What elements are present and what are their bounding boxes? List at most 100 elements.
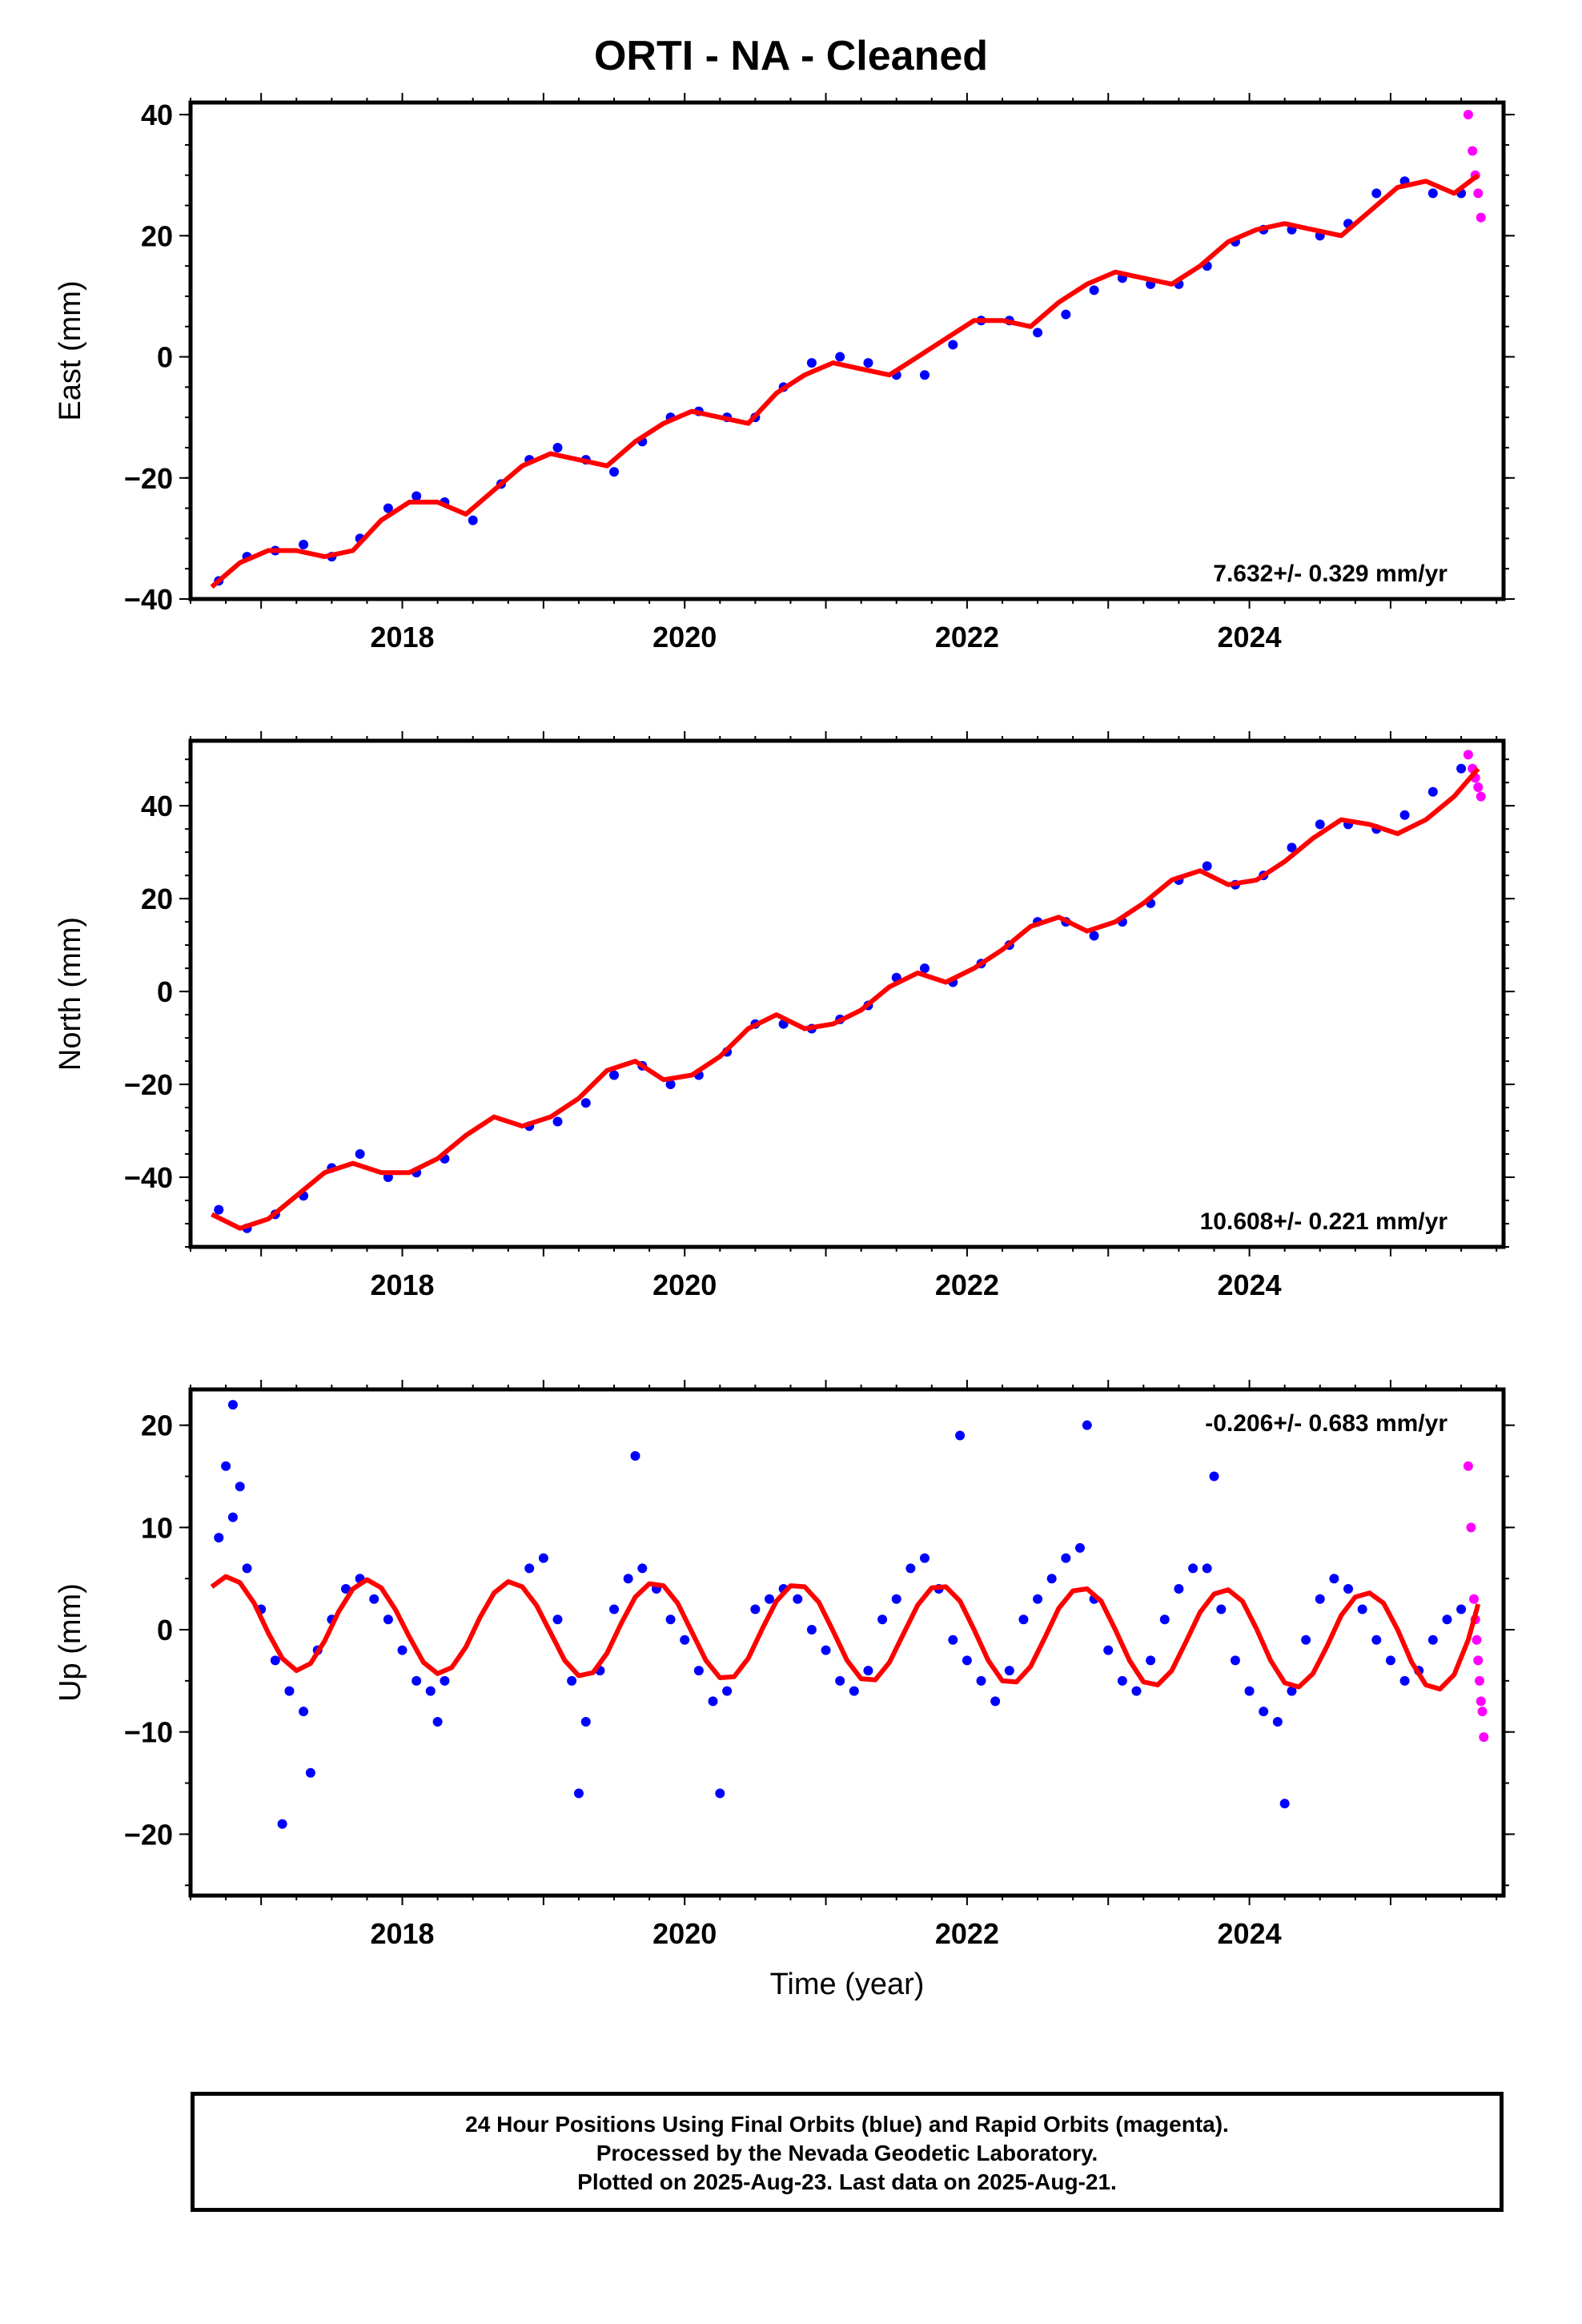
- data-layer: [211, 750, 1486, 1233]
- final-orbit-point: [750, 1604, 761, 1614]
- final-orbit-point: [609, 467, 620, 477]
- final-orbit-point: [919, 1553, 930, 1563]
- rapid-orbit-point: [1463, 1461, 1473, 1471]
- final-orbit-point: [1385, 1655, 1395, 1666]
- final-orbit-point: [538, 1553, 548, 1563]
- y-tick-label: 20: [141, 219, 173, 252]
- y-tick-label: 0: [157, 1614, 173, 1647]
- rate-label: -0.206+/- 0.683 mm/yr: [1205, 1410, 1447, 1437]
- final-orbit-point: [708, 1696, 718, 1707]
- x-tick-label: 2018: [370, 1269, 434, 1301]
- final-orbit-point: [277, 1819, 287, 1829]
- final-orbit-point: [1146, 1655, 1156, 1666]
- final-orbit-point: [1089, 931, 1099, 941]
- final-orbit-point: [524, 1563, 535, 1574]
- final-orbit-point: [1159, 1614, 1170, 1625]
- final-orbit-point: [412, 1675, 422, 1686]
- final-orbit-point: [849, 1686, 859, 1696]
- panel-1: 2018 2020 2022 2024 −40 −20 0 20 40 East (mm) 7.63…: [54, 93, 1515, 653]
- rapid-orbit-point: [1468, 146, 1478, 156]
- final-orbit-point: [990, 1696, 1001, 1707]
- final-orbit-point: [1357, 1604, 1367, 1614]
- final-orbit-point: [715, 1788, 725, 1799]
- final-orbit-point: [397, 1645, 408, 1655]
- final-orbit-point: [793, 1594, 803, 1604]
- final-orbit-point: [835, 352, 845, 362]
- y-tick-label: −40: [124, 1161, 173, 1194]
- final-orbit-point: [891, 1594, 901, 1604]
- final-orbit-point: [609, 1070, 620, 1080]
- footer-line-2: Processed by the Nevada Geodetic Laborat…: [596, 2141, 1098, 2165]
- rapid-orbit-point: [1477, 1707, 1488, 1717]
- final-orbit-point: [1427, 1634, 1438, 1645]
- final-orbit-point: [1244, 1686, 1255, 1696]
- data-layer: [210, 1400, 1489, 1829]
- rapid-orbit-point: [1476, 1696, 1486, 1707]
- final-orbit-point: [693, 1666, 704, 1676]
- final-orbit-point: [235, 1482, 245, 1492]
- y-tick-label: 40: [141, 790, 173, 822]
- final-orbit-point: [919, 370, 930, 380]
- final-orbit-point: [609, 1604, 620, 1614]
- final-orbit-point: [1103, 1645, 1114, 1655]
- final-orbit-point: [1018, 1614, 1029, 1625]
- y-tick-label: 20: [141, 1409, 173, 1442]
- final-orbit-point: [1371, 188, 1382, 199]
- final-orbit-point: [1117, 1675, 1127, 1686]
- final-orbit-point: [1061, 1553, 1071, 1563]
- rapid-orbit-point: [1472, 1634, 1482, 1645]
- final-orbit-point: [1033, 1594, 1043, 1604]
- final-orbit-point: [1216, 1604, 1227, 1614]
- final-orbit-point: [1287, 842, 1297, 853]
- rapid-orbit-point: [1476, 212, 1486, 223]
- rate-label: 7.632+/- 0.329 mm/yr: [1213, 561, 1447, 587]
- y-tick-label: −40: [124, 583, 173, 616]
- final-orbit-point: [468, 515, 478, 525]
- x-tick-label: 2024: [1218, 621, 1282, 653]
- final-orbit-point: [1371, 1634, 1382, 1645]
- panel-3: 2018 2020 2022 2024 −20 −10 0 10 20 Up (mm) -0.206…: [54, 1380, 1515, 1950]
- plot-frame: [188, 1387, 1506, 1898]
- final-orbit-point: [1279, 1799, 1290, 1809]
- y-tick-label: 20: [141, 883, 173, 915]
- final-orbit-point: [214, 1533, 224, 1543]
- final-orbit-point: [1202, 861, 1212, 871]
- final-orbit-point: [976, 1675, 986, 1686]
- final-orbit-point: [552, 442, 563, 452]
- final-orbit-point: [1082, 1420, 1092, 1430]
- final-orbit-point: [425, 1686, 436, 1696]
- final-orbit-point: [1174, 1583, 1184, 1594]
- final-orbit-point: [340, 1583, 351, 1594]
- rapid-orbit-point: [1476, 791, 1486, 802]
- final-orbit-point: [355, 1149, 365, 1160]
- final-orbit-point: [305, 1767, 315, 1778]
- final-orbit-point: [1456, 1604, 1467, 1614]
- final-orbit-point: [905, 1563, 916, 1574]
- rate-label: 10.608+/- 0.221 mm/yr: [1200, 1208, 1448, 1235]
- final-orbit-point: [806, 358, 817, 368]
- final-orbit-point: [221, 1461, 231, 1471]
- final-orbit-point: [580, 1098, 591, 1108]
- y-tick-label: −20: [124, 1068, 173, 1101]
- final-orbit-point: [955, 1430, 966, 1441]
- final-orbit-point: [299, 1707, 309, 1717]
- final-orbit-point: [1315, 819, 1325, 830]
- x-axis-label: Time (year): [770, 1968, 925, 2001]
- rapid-orbit-point: [1475, 1675, 1485, 1686]
- rapid-orbit-point: [1473, 782, 1484, 792]
- final-orbit-point: [1074, 1542, 1085, 1553]
- final-orbit-point: [1427, 786, 1438, 797]
- x-tick-label: 2024: [1218, 1269, 1282, 1301]
- final-orbit-point: [369, 1594, 379, 1604]
- y-axis-label: East (mm): [54, 280, 87, 420]
- final-orbit-point: [1427, 188, 1438, 199]
- final-orbit-point: [1188, 1563, 1199, 1574]
- final-orbit-point: [227, 1512, 238, 1522]
- final-orbit-point: [1046, 1574, 1057, 1584]
- x-tick-label: 2022: [935, 1917, 999, 1950]
- rapid-orbit-point: [1468, 1594, 1479, 1604]
- rapid-orbit-point: [1463, 110, 1473, 120]
- final-orbit-point: [877, 1614, 888, 1625]
- final-orbit-point: [270, 1655, 280, 1666]
- final-orbit-point: [1329, 1574, 1339, 1584]
